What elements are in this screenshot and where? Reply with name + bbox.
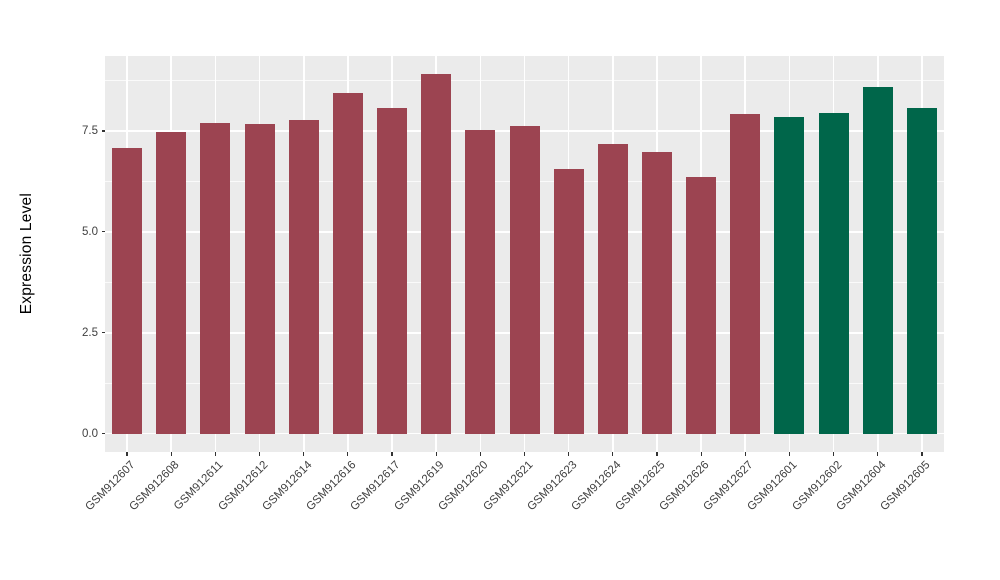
bar-GSM912611 [200, 123, 231, 434]
y-tick-label: 5.0 [82, 225, 98, 238]
bar-GSM912612 [244, 124, 275, 434]
x-tick [214, 452, 216, 456]
x-tick [700, 452, 702, 456]
y-tick [101, 130, 105, 132]
bar-GSM912626 [686, 177, 717, 434]
y-tick [101, 332, 105, 334]
x-tick [744, 452, 746, 456]
x-tick [479, 452, 481, 456]
x-tick [126, 452, 128, 456]
x-tick [833, 452, 835, 456]
bar-GSM912621 [509, 126, 540, 434]
y-tick-label: 2.5 [82, 326, 98, 339]
x-tick [258, 452, 261, 456]
y-tick-label: 0.0 [82, 427, 98, 440]
bar-GSM912620 [465, 130, 496, 434]
bar-GSM912619 [421, 74, 452, 434]
bar-GSM912604 [862, 86, 893, 434]
bar-GSM912608 [156, 132, 187, 434]
y-tick-label: 7.5 [82, 125, 98, 137]
y-tick [101, 231, 105, 233]
bar-GSM912607 [112, 147, 143, 434]
x-tick [303, 452, 305, 456]
y-axis-title: Expression Level [14, 56, 40, 452]
bar-GSM912601 [774, 116, 805, 434]
x-tick [435, 452, 437, 456]
x-tick [170, 452, 172, 456]
bar-GSM912602 [818, 112, 849, 434]
bar-GSM912624 [597, 143, 628, 434]
bar-GSM912617 [377, 107, 408, 434]
bar-GSM912605 [906, 108, 937, 434]
bar-GSM912614 [288, 120, 319, 434]
x-tick [788, 452, 791, 456]
x-tick [391, 452, 393, 456]
x-tick [347, 452, 349, 456]
x-tick [568, 452, 570, 456]
x-tick [877, 452, 879, 456]
plot-panel [105, 56, 944, 452]
x-tick [612, 452, 614, 456]
x-tick [656, 452, 658, 456]
x-tick [921, 452, 923, 456]
y-axis-title-text: Expression Level [18, 193, 35, 315]
bar-GSM912623 [553, 168, 584, 434]
bar-GSM912627 [730, 113, 761, 434]
y-tick [101, 433, 105, 435]
bar-GSM912616 [332, 93, 363, 434]
x-tick [523, 452, 526, 456]
bar-GSM912625 [641, 151, 672, 434]
